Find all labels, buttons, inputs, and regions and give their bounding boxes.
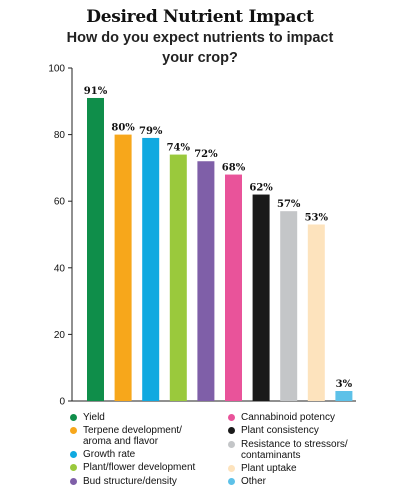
bar-value-label: 91%: [84, 86, 108, 97]
legend-swatch: [70, 414, 77, 421]
legend-swatch: [228, 478, 235, 485]
legend-swatch: [228, 414, 235, 421]
bar-10: [335, 391, 353, 401]
bar-4: [169, 154, 187, 401]
bar-value-label: 72%: [194, 149, 218, 160]
legend-label: Plant consistency: [241, 425, 319, 436]
y-tick-label: 0: [59, 397, 65, 408]
chart-title: Desired Nutrient Impact: [86, 7, 314, 27]
legend-item: Plant/flower development: [70, 462, 195, 473]
legend-label: Resistance to stressors/ contaminants: [241, 439, 348, 461]
bar-6: [225, 174, 242, 401]
bar-value-label: 74%: [167, 143, 191, 154]
legend-label: Yield: [83, 412, 105, 423]
bar-value-label: 79%: [139, 126, 163, 137]
bar-7: [252, 194, 270, 401]
bar-value-label: 80%: [111, 123, 135, 134]
legend-label: Growth rate: [83, 449, 136, 460]
legend-label: Plant uptake: [241, 463, 297, 474]
legend-swatch: [228, 441, 235, 448]
bar-5: [197, 161, 215, 401]
legend-label: Plant/flower development: [83, 462, 196, 473]
legend-item: Plant uptake: [228, 463, 297, 474]
y-tick-label: 20: [54, 330, 66, 341]
y-tick-label: 100: [48, 64, 65, 75]
y-tick-label: 80: [54, 130, 66, 141]
legend-label: Other: [241, 476, 267, 487]
legend-label: Terpene development/ aroma and flavor: [83, 425, 182, 447]
y-tick-label: 40: [54, 263, 66, 274]
bar-9: [307, 224, 325, 401]
legend-swatch: [70, 451, 77, 458]
bar-value-label: 68%: [222, 163, 246, 174]
bar-1: [87, 97, 104, 401]
bar-3: [142, 137, 160, 401]
bar-value-label: 57%: [277, 199, 301, 210]
bar-value-label: 3%: [336, 379, 353, 390]
legend-swatch: [228, 465, 235, 472]
legend-item: Growth rate: [70, 449, 135, 460]
legend-label: Cannabinoid potency: [241, 412, 335, 423]
bar-2: [114, 134, 132, 401]
legend-swatch: [70, 464, 77, 471]
bar-value-label: 53%: [305, 213, 329, 224]
legend-label: Bud structure/density: [83, 476, 177, 487]
chart-subtitle: How do you expect nutrients to impact yo…: [66, 30, 334, 66]
legend-item: Bud structure/density: [70, 476, 177, 487]
legend-swatch: [70, 478, 77, 485]
bar-chart: 0 20 40 60 80 100 91% 80% 79% 74%72% 68%62% 57% 53% 3…: [48, 64, 356, 408]
legend-swatch: [228, 427, 235, 434]
legend-item: Terpene development/ aroma and flavor: [70, 425, 182, 447]
y-tick-label: 60: [54, 197, 66, 208]
legend-item: Resistance to stressors/ contaminants: [228, 439, 348, 461]
legend-item: Cannabinoid potency: [228, 412, 335, 423]
bar-value-label: 62%: [249, 183, 273, 194]
bar-8: [280, 211, 298, 401]
legend-item: Other: [228, 476, 266, 487]
legend-swatch: [70, 427, 77, 434]
legend-item: Yield: [70, 412, 105, 423]
legend-item: Plant consistency: [228, 425, 319, 436]
